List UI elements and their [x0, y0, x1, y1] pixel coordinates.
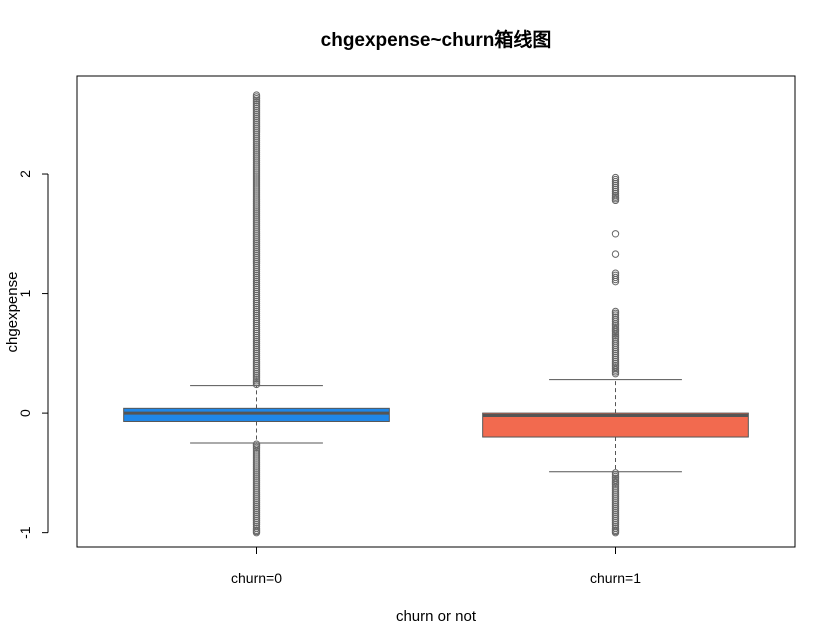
box-body [123, 407, 390, 422]
outlier-point-low [611, 469, 620, 477]
outlier-point-high [611, 250, 620, 258]
outlier-point-high [611, 307, 620, 316]
box-group [482, 173, 749, 537]
outlier-point-high [611, 271, 620, 280]
y-tick-label: -1 [17, 526, 33, 539]
x-tick-label: churn=0 [231, 570, 282, 586]
outlier-point-high [611, 230, 620, 238]
x-axis-label: churn or not [396, 608, 477, 625]
outlier-point-high [611, 313, 620, 321]
y-tick-label: 0 [17, 409, 33, 417]
outlier-point-high [611, 177, 620, 186]
outlier-point-high [611, 337, 620, 345]
x-tick-label: churn=1 [590, 570, 641, 586]
outlier-point-low [252, 449, 261, 457]
chart-title: chgexpense~churn箱线图 [321, 28, 552, 51]
y-tick-label: 2 [17, 170, 33, 178]
outlier-point-high [252, 91, 261, 99]
outlier-point-high [611, 269, 620, 277]
outlier-point-low [252, 440, 261, 448]
box-group [123, 91, 390, 537]
outlier-point-high [611, 273, 620, 282]
plot-frame [76, 75, 796, 548]
outlier-point-high [611, 173, 620, 182]
outlier-point-high [611, 175, 620, 184]
y-tick-label: 1 [17, 289, 33, 297]
boxes [123, 91, 749, 537]
box-body [482, 412, 749, 438]
x-axis: churn=0 churn=1 [231, 546, 641, 586]
outlier-point-high [252, 100, 261, 108]
y-axis: -1 0 1 2 [17, 170, 49, 539]
outlier-point-low [611, 485, 620, 493]
y-axis-label: chgexpense [4, 272, 21, 353]
outlier-point-high [252, 102, 261, 110]
